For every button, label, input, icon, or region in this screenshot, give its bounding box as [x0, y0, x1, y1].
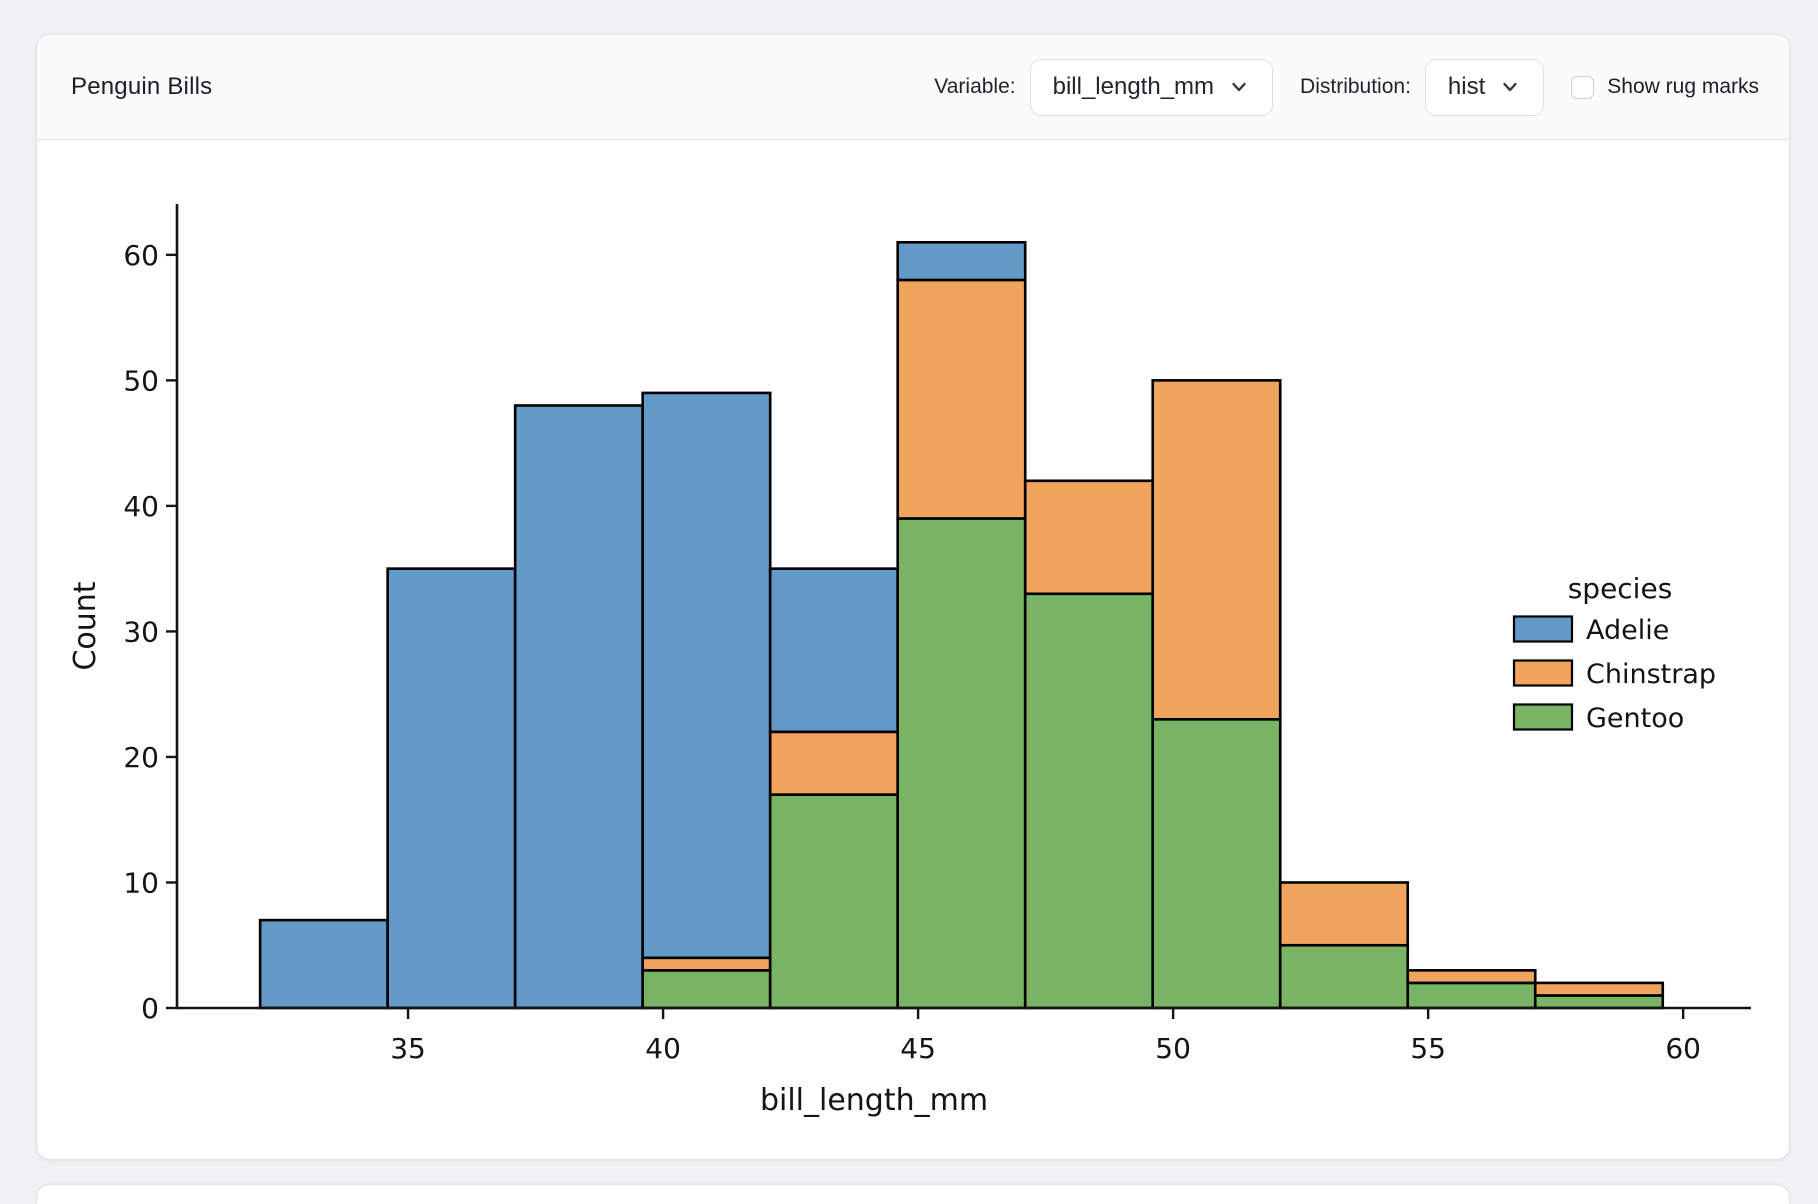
card-header: Penguin Bills Variable: bill_length_mm D…: [37, 35, 1789, 140]
x-tick-label: 55: [1410, 1032, 1446, 1065]
bar-segment-chinstrap: [1278, 881, 1410, 947]
bar-segment-chinstrap: [896, 278, 1027, 520]
x-tick-label: 45: [900, 1032, 936, 1065]
histogram-chart: 35 40 45 50 55 60 0 10 20 30 40 50 60 bill_length_mm C…: [37, 140, 1789, 1159]
rug-checkbox-label[interactable]: Show rug marks: [1607, 75, 1759, 98]
legend-label-adelie: Adelie: [1586, 615, 1669, 646]
bar-segment-chinstrap: [641, 956, 772, 972]
chevron-down-icon: [1232, 82, 1246, 92]
page-title: Penguin Bills: [71, 73, 213, 100]
bar-segment-adelie: [258, 918, 389, 1010]
y-tick-label: 30: [123, 615, 159, 648]
bar-segment-adelie: [896, 240, 1027, 282]
legend-swatch-chinstrap: [1512, 659, 1574, 687]
x-axis-label: bill_length_mm: [760, 1083, 988, 1118]
variable-select-value: bill_length_mm: [1052, 73, 1215, 100]
bar-segment-chinstrap: [1023, 479, 1155, 596]
bar-segment-adelie: [386, 567, 517, 1010]
bar-segment-gentoo: [1151, 717, 1282, 1010]
bar-segment-gentoo: [641, 969, 772, 1010]
app-card: Penguin Bills Variable: bill_length_mm D…: [36, 34, 1790, 1160]
y-tick-label: 60: [123, 239, 159, 272]
bar-segment-gentoo: [896, 517, 1027, 1010]
y-tick-label: 0: [141, 992, 159, 1025]
bar-segment-adelie: [641, 391, 772, 960]
bar-segment-chinstrap: [1406, 969, 1537, 985]
distribution-select[interactable]: hist: [1424, 58, 1545, 116]
legend-swatch-gentoo: [1512, 703, 1574, 731]
legend-label-chinstrap: Chinstrap: [1586, 659, 1716, 690]
bar-segment-adelie: [768, 567, 899, 734]
header-controls: Variable: bill_length_mm Distribution: h…: [934, 58, 1759, 116]
x-tick-label: 60: [1665, 1032, 1701, 1065]
y-tick-label: 20: [123, 741, 159, 774]
bar-segment-gentoo: [768, 793, 899, 1010]
bar-segment-adelie: [513, 404, 644, 1010]
distribution-label: Distribution:: [1300, 75, 1411, 98]
variable-label: Variable:: [934, 75, 1016, 98]
x-tick-label: 35: [390, 1032, 426, 1065]
distribution-select-value: hist: [1447, 73, 1486, 100]
variable-select[interactable]: bill_length_mm: [1029, 58, 1274, 116]
rug-checkbox[interactable]: [1571, 75, 1595, 99]
bar-segment-chinstrap: [768, 730, 899, 796]
y-tick-label: 50: [123, 364, 159, 397]
y-axis-label: Count: [68, 581, 103, 670]
bar-segment-gentoo: [1023, 592, 1155, 1010]
legend-title: species: [1568, 572, 1673, 605]
bar-segment-gentoo: [1533, 994, 1665, 1010]
bar-segment-chinstrap: [1151, 379, 1282, 721]
legend-label-gentoo: Gentoo: [1586, 703, 1684, 734]
y-tick-label: 10: [123, 866, 159, 899]
legend-swatch-adelie: [1512, 615, 1574, 643]
y-tick-label: 40: [123, 490, 159, 523]
bar-segment-gentoo: [1278, 943, 1410, 1010]
next-card-edge: [36, 1184, 1790, 1204]
bar-segment-gentoo: [1406, 981, 1537, 1010]
bar-segment-chinstrap: [1533, 981, 1665, 997]
chevron-down-icon: [1503, 82, 1517, 92]
x-tick-label: 50: [1155, 1032, 1191, 1065]
x-tick-label: 40: [645, 1032, 681, 1065]
histogram-chart-svg: 35 40 45 50 55 60 0 10 20 30 40 50 60 bill_length_mm C…: [68, 204, 1751, 1118]
